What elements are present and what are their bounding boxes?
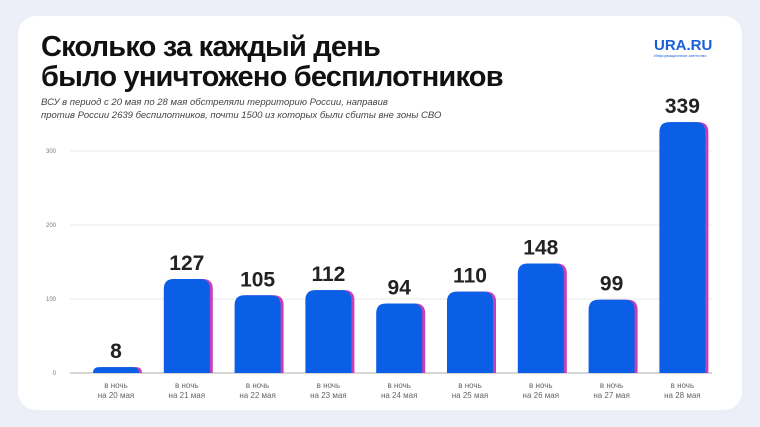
data-label: 112 [311,263,345,286]
data-label: 8 [110,340,122,363]
bar [305,290,352,373]
x-tick-label: на 27 мая [593,391,630,400]
logo: URA.RU Информационное агентство [654,37,712,58]
bar [659,122,706,373]
data-label: 148 [523,236,558,259]
bar [234,295,281,373]
bar [376,303,423,373]
x-tick-label: на 28 мая [664,391,701,400]
x-tick-label: в ночь [529,381,553,390]
y-tick-label: 0 [53,371,57,377]
data-label: 110 [453,265,487,288]
x-tick-label: на 21 мая [169,391,206,400]
chart-subtitle: ВСУ в период с 20 мая по 28 мая обстреля… [41,96,441,122]
logo-text: URA.RU [654,37,713,54]
logo-tagline: Информационное агентство [654,53,707,58]
x-tick-label: на 22 мая [239,391,276,400]
x-tick-label: в ночь [246,381,270,390]
bar [447,291,493,373]
x-tick-label: в ночь [671,381,695,390]
data-label: 99 [600,273,623,296]
bar [517,263,564,373]
chart-title: Сколько за каждый день было уничтожено б… [41,31,504,93]
subtitle-line: ВСУ в период с 20 мая по 28 мая обстреля… [41,97,388,108]
bar [588,299,635,373]
x-tick-label: на 20 мая [98,391,135,400]
data-label: 94 [388,276,412,299]
y-tick-label: 300 [46,149,57,155]
x-tick-label: на 24 мая [381,391,418,400]
data-label: 105 [240,268,275,291]
title-line: было уничтожено беспилотников [41,61,504,93]
x-tick-label: в ночь [175,381,199,390]
title-line: Сколько за каждый день [41,31,381,63]
y-tick-label: 100 [46,297,57,303]
bar [163,279,210,373]
x-tick-label: в ночь [458,381,482,390]
x-tick-label: в ночь [104,381,128,390]
x-tick-label: на 25 мая [452,391,489,400]
data-label: 127 [169,252,204,275]
x-tick-label: в ночь [317,381,341,390]
subtitle-line: против России 2639 беспилотников, почти … [41,110,442,121]
x-tick-label: на 23 мая [310,391,347,400]
x-tick-label: на 26 мая [523,391,560,400]
bar [93,367,139,373]
x-tick-label: в ночь [387,381,411,390]
data-label: 339 [665,95,700,118]
x-tick-label: в ночь [600,381,624,390]
y-tick-label: 200 [46,223,57,229]
